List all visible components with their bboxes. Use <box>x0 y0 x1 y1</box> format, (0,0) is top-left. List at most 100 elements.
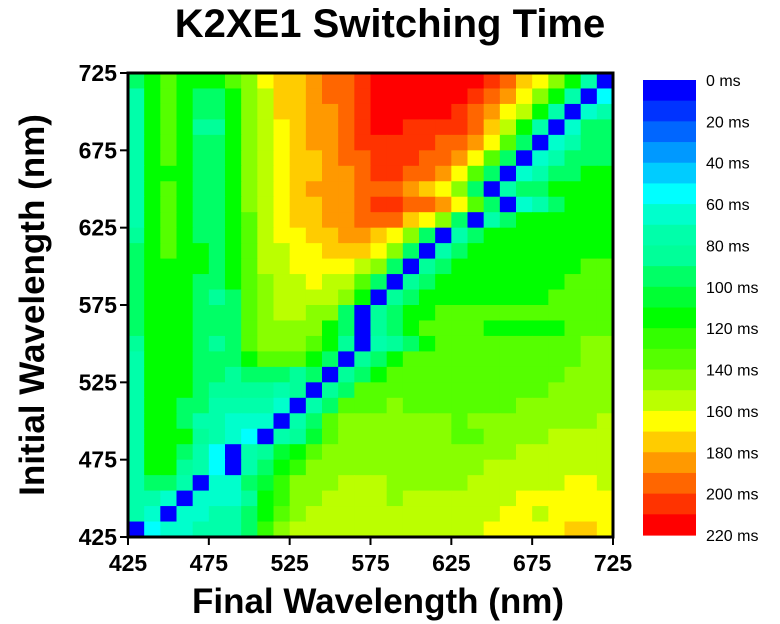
heatmap-cell <box>516 227 533 244</box>
heatmap-cell <box>257 258 275 275</box>
heatmap-cell <box>370 289 388 306</box>
colorbar-label: 80 ms <box>706 238 750 255</box>
heatmap-cell <box>144 119 161 136</box>
heatmap-cell <box>596 165 614 182</box>
x-axis-ticks: 425 475 525 575 625 675 725 <box>109 537 632 576</box>
heatmap-cell <box>257 459 275 476</box>
heatmap-cell <box>176 243 194 260</box>
heatmap-cell <box>435 88 452 105</box>
heatmap-cell <box>548 351 566 368</box>
heatmap-cell <box>354 382 372 399</box>
heatmap-cell <box>580 134 598 151</box>
heatmap-cell <box>241 88 258 105</box>
heatmap-cell <box>338 258 355 275</box>
heatmap-cell <box>208 335 226 352</box>
heatmap-cell <box>273 150 291 167</box>
heatmap-cell <box>305 150 323 167</box>
heatmap-cell <box>305 506 323 523</box>
heatmap-cell <box>451 73 469 90</box>
heatmap-cell <box>596 227 614 244</box>
heatmap-cell <box>354 227 372 244</box>
colorbar-label: 180 ms <box>706 445 758 462</box>
heatmap-cell <box>225 506 242 523</box>
heatmap-cell <box>144 274 161 291</box>
heatmap-cell <box>596 413 614 430</box>
heatmap-cell <box>419 397 436 414</box>
colorbar-band <box>643 472 696 495</box>
heatmap-cell <box>144 320 161 337</box>
heatmap-cell <box>483 134 501 151</box>
heatmap-cell <box>386 119 404 136</box>
heatmap-cell <box>273 103 291 120</box>
heatmap-cell <box>273 88 291 105</box>
heatmap-cell <box>225 366 242 383</box>
heatmap-cell <box>289 521 307 538</box>
heatmap-cell <box>322 413 339 430</box>
colorbar-band <box>643 431 696 453</box>
heatmap-cell <box>354 413 372 430</box>
heatmap-cell <box>483 212 501 229</box>
heatmap-cell <box>338 73 355 90</box>
heatmap-cell <box>580 73 598 90</box>
heatmap-cell <box>532 103 549 120</box>
colorbar-band <box>643 80 696 102</box>
heatmap-cell <box>241 150 258 167</box>
heatmap-cell <box>580 88 598 105</box>
heatmap-cell <box>516 119 533 136</box>
heatmap-cell <box>289 243 307 260</box>
heatmap-cell <box>257 382 275 399</box>
heatmap-cell <box>483 444 501 461</box>
heatmap-cell <box>305 305 323 322</box>
heatmap-cell <box>370 103 388 120</box>
heatmap-cell <box>354 366 372 383</box>
heatmap-cell <box>548 335 566 352</box>
colorbar-band <box>643 452 696 474</box>
heatmap-cell <box>386 428 404 445</box>
heatmap-cell <box>483 227 501 244</box>
heatmap-cell <box>176 490 194 507</box>
heatmap-cell <box>386 320 404 337</box>
heatmap-cell <box>144 506 161 523</box>
heatmap-cell <box>338 289 355 306</box>
colorbar-band <box>643 142 696 164</box>
heatmap-cell <box>386 212 404 229</box>
heatmap-cell <box>241 351 258 368</box>
heatmap-cell <box>305 289 323 306</box>
heatmap-cell <box>192 521 210 538</box>
heatmap-cell <box>176 351 194 368</box>
heatmap-cell <box>338 227 355 244</box>
heatmap-cell <box>483 181 501 198</box>
heatmap-cell <box>289 382 307 399</box>
y-axis-ticks: 425 475 525 575 625 675 725 <box>79 60 128 550</box>
heatmap-cell <box>225 181 242 198</box>
heatmap-cell <box>499 506 517 523</box>
heatmap-cell <box>483 243 501 260</box>
heatmap-cell <box>499 258 517 275</box>
heatmap-cell <box>241 165 258 182</box>
colorbar-band <box>643 328 696 350</box>
heatmap-cell <box>208 397 226 414</box>
heatmap-cell <box>596 212 614 229</box>
heatmap-cell <box>596 490 614 507</box>
heatmap-cell <box>580 475 598 492</box>
heatmap-cell <box>548 274 566 291</box>
heatmap-cell <box>289 274 307 291</box>
heatmap-cell <box>516 413 533 430</box>
x-tick-label: 675 <box>513 550 552 576</box>
heatmap-cell <box>338 351 355 368</box>
heatmap-cell <box>338 196 355 213</box>
heatmap-cell <box>273 227 291 244</box>
heatmap-cell <box>596 459 614 476</box>
heatmap-cell <box>596 150 614 167</box>
heatmap-cell <box>483 103 501 120</box>
heatmap-cell <box>322 475 339 492</box>
heatmap-cell <box>273 413 291 430</box>
heatmap-cell <box>580 212 598 229</box>
heatmap-cell <box>516 165 533 182</box>
heatmap-cell <box>596 366 614 383</box>
heatmap-cell <box>402 490 420 507</box>
heatmap-cell <box>402 428 420 445</box>
heatmap-cell <box>208 134 226 151</box>
heatmap-cell <box>370 490 388 507</box>
heatmap-cell <box>419 134 436 151</box>
